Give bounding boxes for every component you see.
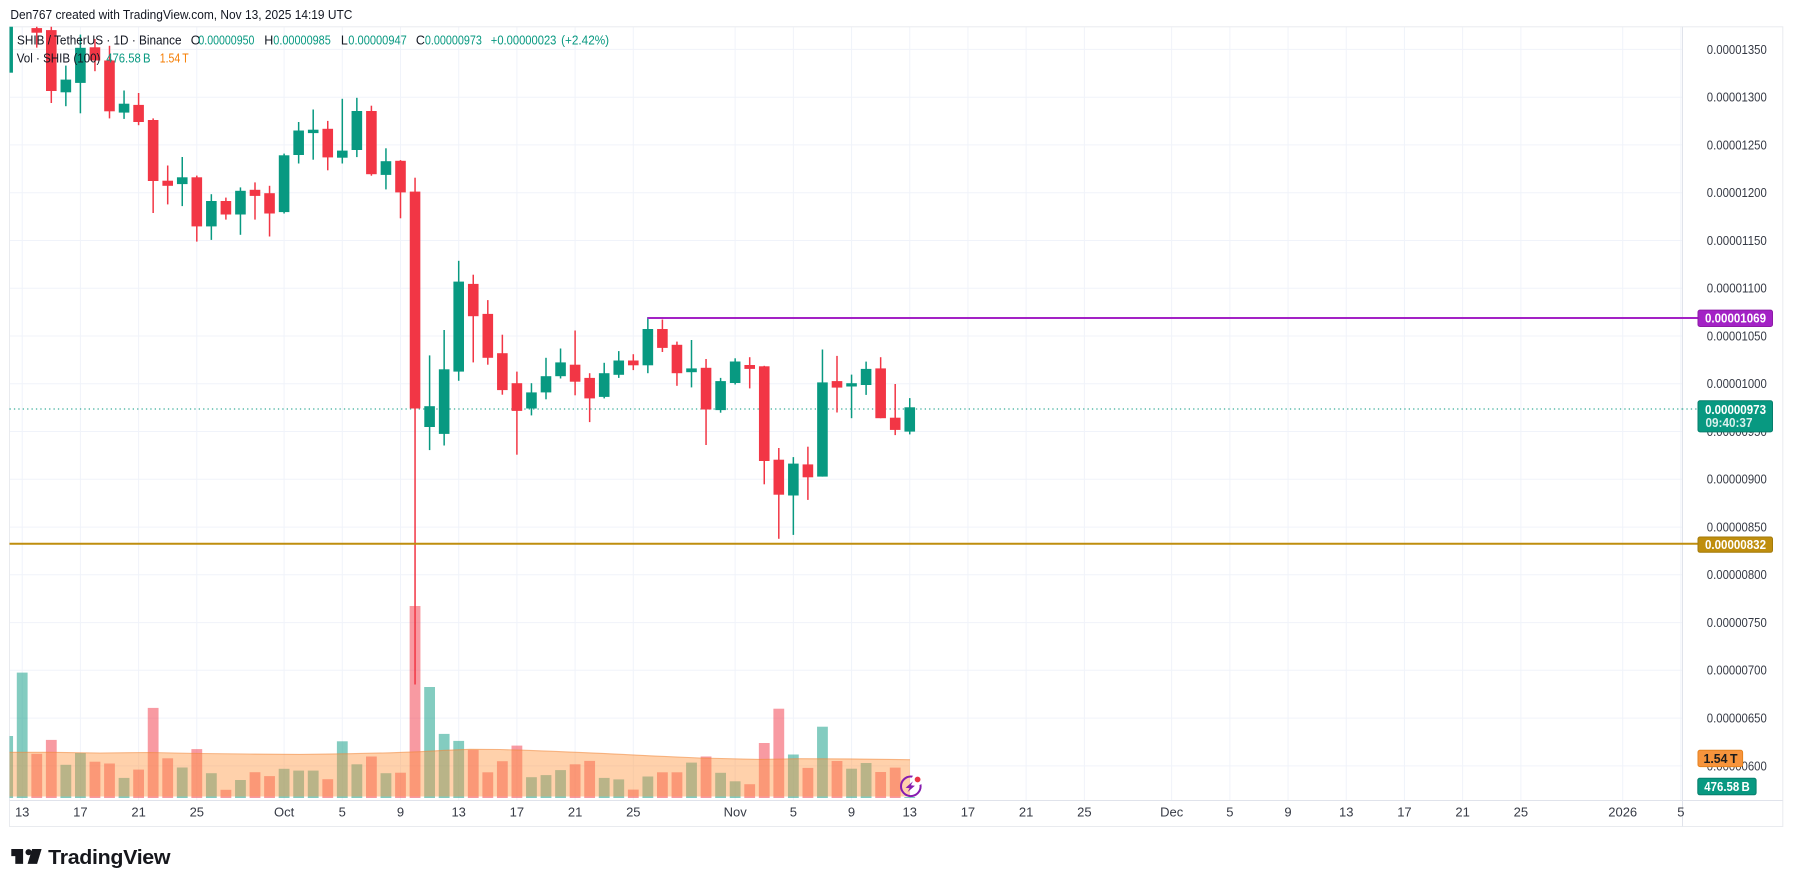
svg-text:0.00001250: 0.00001250	[1707, 138, 1767, 152]
svg-text:476.58 B: 476.58 B	[106, 51, 150, 65]
svg-text:0.00001300: 0.00001300	[1707, 91, 1767, 105]
svg-text:H: H	[264, 34, 273, 48]
svg-text:1.54 T: 1.54 T	[160, 51, 189, 65]
svg-text:25: 25	[1514, 805, 1528, 820]
svg-text:9: 9	[1284, 805, 1291, 820]
svg-text:Vol · SHIB (100): Vol · SHIB (100)	[17, 51, 101, 65]
svg-text:+0.00000023: +0.00000023	[491, 34, 557, 48]
svg-text:5: 5	[790, 805, 797, 820]
svg-text:TradingView: TradingView	[48, 847, 171, 869]
svg-text:21: 21	[1019, 805, 1033, 820]
svg-text:0.00000985: 0.00000985	[273, 34, 331, 48]
svg-text:9: 9	[848, 805, 855, 820]
svg-text:0.00001050: 0.00001050	[1707, 329, 1767, 343]
svg-text:0.00000850: 0.00000850	[1707, 521, 1767, 535]
svg-text:5: 5	[1677, 805, 1684, 820]
svg-text:17: 17	[961, 805, 975, 820]
svg-text:5: 5	[339, 805, 346, 820]
svg-text:0.00001150: 0.00001150	[1707, 234, 1767, 248]
svg-text:0.00001350: 0.00001350	[1707, 43, 1767, 57]
svg-text:09:40:37: 09:40:37	[1706, 416, 1753, 430]
svg-text:Den767 created with TradingVie: Den767 created with TradingView.com, Nov…	[10, 7, 352, 22]
svg-text:SHIB / TetherUS · 1D · Binance: SHIB / TetherUS · 1D · Binance	[17, 34, 182, 48]
svg-text:13: 13	[15, 805, 29, 820]
svg-text:21: 21	[568, 805, 582, 820]
svg-text:Nov: Nov	[724, 805, 748, 820]
svg-text:0.00000800: 0.00000800	[1707, 568, 1767, 582]
svg-text:0.00000973: 0.00000973	[1705, 403, 1766, 417]
svg-text:21: 21	[131, 805, 145, 820]
svg-text:C: C	[416, 34, 425, 48]
svg-text:0.00000900: 0.00000900	[1707, 473, 1767, 487]
svg-text:13: 13	[1339, 805, 1353, 820]
svg-text:2026: 2026	[1608, 805, 1637, 820]
svg-text:0.00000950: 0.00000950	[198, 34, 254, 48]
svg-text:21: 21	[1455, 805, 1469, 820]
svg-text:9: 9	[397, 805, 404, 820]
svg-text:25: 25	[1077, 805, 1091, 820]
svg-text:0.00000973: 0.00000973	[425, 34, 482, 48]
svg-text:0.00001100: 0.00001100	[1707, 282, 1767, 296]
svg-text:0.00000832: 0.00000832	[1705, 538, 1766, 552]
svg-text:1.54 T: 1.54 T	[1704, 752, 1738, 766]
svg-text:5: 5	[1226, 805, 1233, 820]
svg-text:17: 17	[1397, 805, 1411, 820]
svg-text:0.00000947: 0.00000947	[348, 34, 407, 48]
svg-text:Oct: Oct	[274, 805, 295, 820]
svg-text:13: 13	[451, 805, 465, 820]
svg-text:25: 25	[626, 805, 640, 820]
svg-text:L: L	[341, 34, 348, 48]
svg-text:0.00001200: 0.00001200	[1707, 186, 1767, 200]
svg-text:476.58 B: 476.58 B	[1704, 780, 1749, 794]
svg-text:0.00001000: 0.00001000	[1707, 377, 1767, 391]
svg-text:0.00001069: 0.00001069	[1705, 312, 1766, 326]
svg-text:0.00000700: 0.00000700	[1707, 664, 1767, 678]
svg-text:17: 17	[73, 805, 87, 820]
svg-text:Dec: Dec	[1160, 805, 1184, 820]
svg-text:25: 25	[190, 805, 204, 820]
svg-text:0.00000750: 0.00000750	[1707, 616, 1767, 630]
svg-text:(+2.42%): (+2.42%)	[561, 34, 609, 48]
svg-text:0.00000650: 0.00000650	[1707, 712, 1767, 726]
svg-text:13: 13	[903, 805, 917, 820]
svg-text:17: 17	[510, 805, 524, 820]
svg-text:O: O	[191, 34, 201, 48]
